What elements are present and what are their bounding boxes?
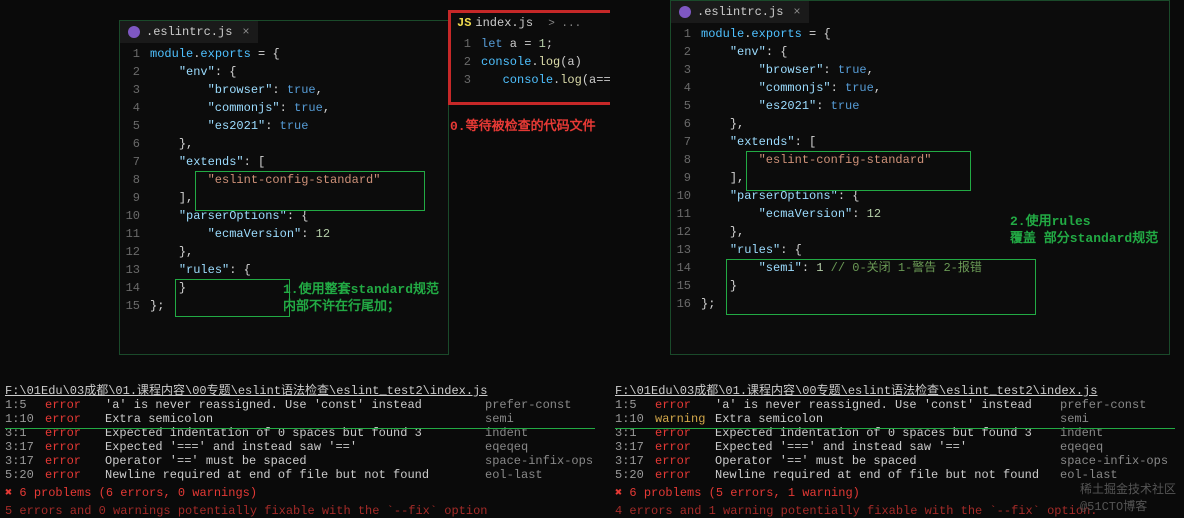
row-message: Newline required at end of file but not … [715, 468, 1060, 482]
row-pos: 5:20 [5, 468, 45, 482]
row-severity: error [655, 468, 715, 482]
terminal-row: 3:17errorExpected '===' and instead saw … [615, 440, 1180, 454]
row-severity: error [655, 454, 715, 468]
annotation-left2: 内部不许在行尾加； [283, 295, 400, 314]
row-rule: semi [1060, 412, 1180, 426]
row-rule: eqeqeq [1060, 440, 1180, 454]
row-severity: error [655, 440, 715, 454]
row-message: Expected '===' and instead saw '==' [715, 440, 1060, 454]
row-pos: 1:10 [615, 412, 655, 426]
row-message: Expected '===' and instead saw '==' [105, 440, 485, 454]
row-severity: error [45, 468, 105, 482]
row-severity: error [45, 412, 105, 426]
terminal-row: 5:20errorNewline required at end of file… [5, 468, 605, 482]
row-pos: 3:17 [615, 440, 655, 454]
green-underline [5, 428, 595, 429]
row-rule: eol-last [485, 468, 605, 482]
row-pos: 1:5 [615, 398, 655, 412]
terminal-left: F:\01Edu\03成都\01.课程内容\00专题\eslint语法检查\es… [5, 384, 605, 518]
row-rule: space-infix-ops [485, 454, 605, 468]
annotation-right2: 覆盖 部分standard规范 [1010, 227, 1158, 246]
tab-eslintrc-left[interactable]: .eslintrc.js × [120, 21, 258, 43]
terminal-summary1: ✖ 6 problems (6 errors, 0 warnings) [5, 486, 605, 500]
row-pos: 5:20 [615, 468, 655, 482]
terminal-row: 1:10errorExtra semicolonsemi [5, 412, 605, 426]
row-message: 'a' is never reassigned. Use 'const' ins… [105, 398, 485, 412]
terminal-row: 3:17errorExpected '===' and instead saw … [5, 440, 605, 454]
js-icon: JS [457, 16, 471, 30]
close-icon[interactable]: × [793, 5, 800, 19]
watermark: 稀土掘金技术社区@51CTO博客 [1080, 480, 1176, 514]
tab-label: .eslintrc.js [697, 5, 783, 19]
line-number: 1 [120, 45, 150, 63]
highlight-extends-right [746, 151, 971, 191]
row-severity: error [45, 454, 105, 468]
row-pos: 1:5 [5, 398, 45, 412]
breadcrumb: > ... [540, 16, 589, 32]
terminal-summary2: 5 errors and 0 warnings potentially fixa… [5, 504, 605, 518]
green-underline [615, 428, 1175, 429]
terminal-row: 1:5error'a' is never reassigned. Use 'co… [615, 398, 1180, 412]
tab-label: .eslintrc.js [146, 25, 232, 39]
row-message: 'a' is never reassigned. Use 'const' ins… [715, 398, 1060, 412]
right-editor: .eslintrc.js× 1module.exports = { 2 "env… [670, 0, 1170, 355]
row-severity: warning [655, 412, 715, 426]
row-rule: prefer-const [1060, 398, 1180, 412]
terminal-row: 1:5error'a' is never reassigned. Use 'co… [5, 398, 605, 412]
row-rule: prefer-const [485, 398, 605, 412]
row-severity: error [45, 398, 105, 412]
annotation-center: 0.等待被检查的代码文件 [450, 115, 596, 134]
file-icon [679, 6, 691, 18]
terminal-row: 1:10warningExtra semicolonsemi [615, 412, 1180, 426]
terminal-path: F:\01Edu\03成都\01.课程内容\00专题\eslint语法检查\es… [615, 384, 1180, 398]
highlight-extends [195, 171, 425, 211]
row-rule: eqeqeq [485, 440, 605, 454]
row-rule: space-infix-ops [1060, 454, 1180, 468]
row-message: Extra semicolon [715, 412, 1060, 426]
row-message: Extra semicolon [105, 412, 485, 426]
row-message: Newline required at end of file but not … [105, 468, 485, 482]
row-rule: semi [485, 412, 605, 426]
tab-label: index.js [475, 16, 533, 30]
row-pos: 3:17 [615, 454, 655, 468]
highlight-rules-right [726, 259, 1036, 315]
tab-eslintrc-right[interactable]: .eslintrc.js × [671, 1, 809, 23]
close-icon[interactable]: × [242, 25, 249, 39]
row-severity: error [45, 440, 105, 454]
terminal-path: F:\01Edu\03成都\01.课程内容\00专题\eslint语法检查\es… [5, 384, 605, 398]
row-message: Operator '==' must be spaced [105, 454, 485, 468]
row-message: Operator '==' must be spaced [715, 454, 1060, 468]
highlight-rules-left [175, 279, 290, 317]
row-pos: 3:17 [5, 440, 45, 454]
row-pos: 3:17 [5, 454, 45, 468]
terminal-row: 3:17errorOperator '==' must be spacedspa… [615, 454, 1180, 468]
row-pos: 1:10 [5, 412, 45, 426]
right-panel: .eslintrc.js× 1module.exports = { 2 "env… [610, 0, 1184, 518]
left-panel: .eslintrc.js× 1module.exports = { 2 "env… [0, 0, 610, 518]
terminal-row: 3:17errorOperator '==' must be spacedspa… [5, 454, 605, 468]
row-severity: error [655, 398, 715, 412]
file-icon [128, 26, 140, 38]
